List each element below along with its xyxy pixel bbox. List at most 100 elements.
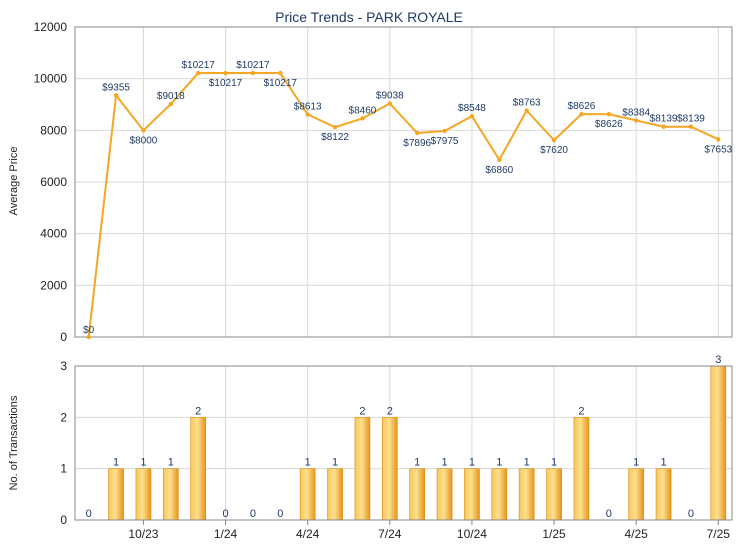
price-point xyxy=(195,70,201,76)
price-data-label: $10217 xyxy=(209,78,243,89)
price-point xyxy=(250,70,256,76)
transaction-bar xyxy=(162,468,179,521)
transaction-count-label: 1 xyxy=(551,457,557,469)
price-point xyxy=(141,128,146,133)
price-point xyxy=(524,108,529,113)
transaction-count-label: 0 xyxy=(223,508,229,520)
transaction-count-label: 0 xyxy=(277,508,283,520)
price-data-label: $10217 xyxy=(182,60,216,71)
price-data-label: $8460 xyxy=(349,105,377,116)
x-tick-label: 4/25 xyxy=(625,527,649,541)
price-y-tick-label: 12000 xyxy=(34,20,68,34)
price-data-label: $8139 xyxy=(677,114,705,125)
price-y-tick-label: 0 xyxy=(60,330,67,344)
price-data-label: $8000 xyxy=(130,135,158,146)
x-tick-label: 1/24 xyxy=(214,527,238,541)
price-data-label: $8763 xyxy=(513,98,541,109)
x-tick-label: 10/23 xyxy=(128,527,158,541)
chart-title: Price Trends - PARK ROYALE xyxy=(275,9,463,25)
price-y-tick-label: 10000 xyxy=(34,72,68,86)
price-data-label: $8548 xyxy=(458,103,486,114)
transactions-y-tick-label: 2 xyxy=(60,410,67,424)
price-series-line xyxy=(87,72,719,338)
transaction-count-label: 1 xyxy=(414,457,420,469)
transaction-count-label: 2 xyxy=(359,405,365,417)
price-point xyxy=(633,118,639,123)
price-data-label: $8613 xyxy=(294,101,322,112)
transaction-count-label: 0 xyxy=(606,508,612,520)
transaction-count-label: 1 xyxy=(442,457,448,469)
x-tick-label: 7/25 xyxy=(707,527,731,541)
transaction-bar xyxy=(628,468,645,521)
transactions-y-axis-label: No. of Transactions xyxy=(8,395,20,490)
price-point xyxy=(360,116,365,121)
price-data-label: $8626 xyxy=(568,101,596,112)
transactions-plot-frame xyxy=(74,365,733,521)
transaction-bar xyxy=(409,468,426,521)
price-point xyxy=(414,130,420,136)
price-data-label: $10217 xyxy=(264,78,298,89)
price-data-label: $10217 xyxy=(236,60,270,71)
transaction-count-label: 1 xyxy=(305,457,311,469)
transactions-plot-area: 0 1 2 3 10/23 1/24 4/24 7/24 10/24 1/25 4/25 7/25 0 1… xyxy=(60,354,733,541)
transactions-y-tick-label: 1 xyxy=(60,462,67,476)
transaction-count-label: 0 xyxy=(250,508,256,520)
price-data-label: $7620 xyxy=(540,145,568,156)
transaction-bar xyxy=(573,417,590,521)
transaction-bar xyxy=(299,468,316,521)
transaction-bar xyxy=(108,468,124,521)
price-point xyxy=(497,157,502,162)
transaction-count-label: 2 xyxy=(195,405,201,417)
price-point xyxy=(168,101,174,107)
transaction-count-label: 0 xyxy=(688,508,694,520)
price-y-tick-label: 8000 xyxy=(40,123,67,137)
price-data-label: $0 xyxy=(83,325,95,336)
price-point xyxy=(579,111,584,117)
price-y-tick-label: 4000 xyxy=(40,227,67,241)
price-y-tick-label: 2000 xyxy=(40,278,67,292)
price-point xyxy=(113,93,119,98)
transaction-count-label: 1 xyxy=(168,457,174,469)
price-point xyxy=(716,137,721,142)
price-data-label: $8139 xyxy=(650,114,678,125)
price-data-label: $9018 xyxy=(157,91,185,102)
transaction-count-label: 1 xyxy=(661,457,667,469)
price-point xyxy=(86,334,91,340)
transaction-count-label: 3 xyxy=(715,354,721,366)
transactions-y-tick-label: 0 xyxy=(60,513,67,527)
price-point xyxy=(469,113,475,119)
price-data-label: $7653 xyxy=(704,144,732,155)
transaction-bar xyxy=(327,468,343,521)
x-tick-label: 1/25 xyxy=(542,527,566,541)
price-point xyxy=(688,124,694,129)
price-data-label: $7975 xyxy=(431,136,459,147)
price-y-axis-label: Average Price xyxy=(8,147,20,216)
transaction-count-label: 2 xyxy=(387,405,393,417)
price-point xyxy=(606,111,612,117)
transactions-y-tick-label: 3 xyxy=(60,359,67,373)
price-point xyxy=(387,101,393,106)
transaction-bar xyxy=(381,417,398,521)
transaction-count-label: 1 xyxy=(633,457,639,469)
transaction-bar xyxy=(436,468,453,521)
x-tick-label: 7/24 xyxy=(378,527,402,541)
transaction-count-label: 2 xyxy=(578,405,584,417)
transaction-bar xyxy=(655,468,672,521)
transaction-bar xyxy=(190,417,207,521)
price-plot-area: 0 2000 4000 6000 8000 10000 12000 $0 $9355 $8000 $… xyxy=(34,20,733,344)
price-data-label: $8626 xyxy=(595,119,623,130)
transaction-bar xyxy=(491,468,508,521)
price-y-tick-label: 6000 xyxy=(40,175,67,189)
transaction-count-label: 1 xyxy=(469,457,475,469)
price-point xyxy=(551,137,557,143)
price-data-label: $9038 xyxy=(376,91,404,102)
price-point xyxy=(223,70,228,76)
transaction-bar xyxy=(464,468,480,521)
price-data-label: $6860 xyxy=(485,165,513,176)
price-plot-frame xyxy=(74,26,733,338)
transaction-bar xyxy=(518,468,535,521)
transactions-plot-background xyxy=(75,366,732,520)
transaction-bar xyxy=(135,468,152,521)
price-data-label: $8384 xyxy=(622,107,650,118)
